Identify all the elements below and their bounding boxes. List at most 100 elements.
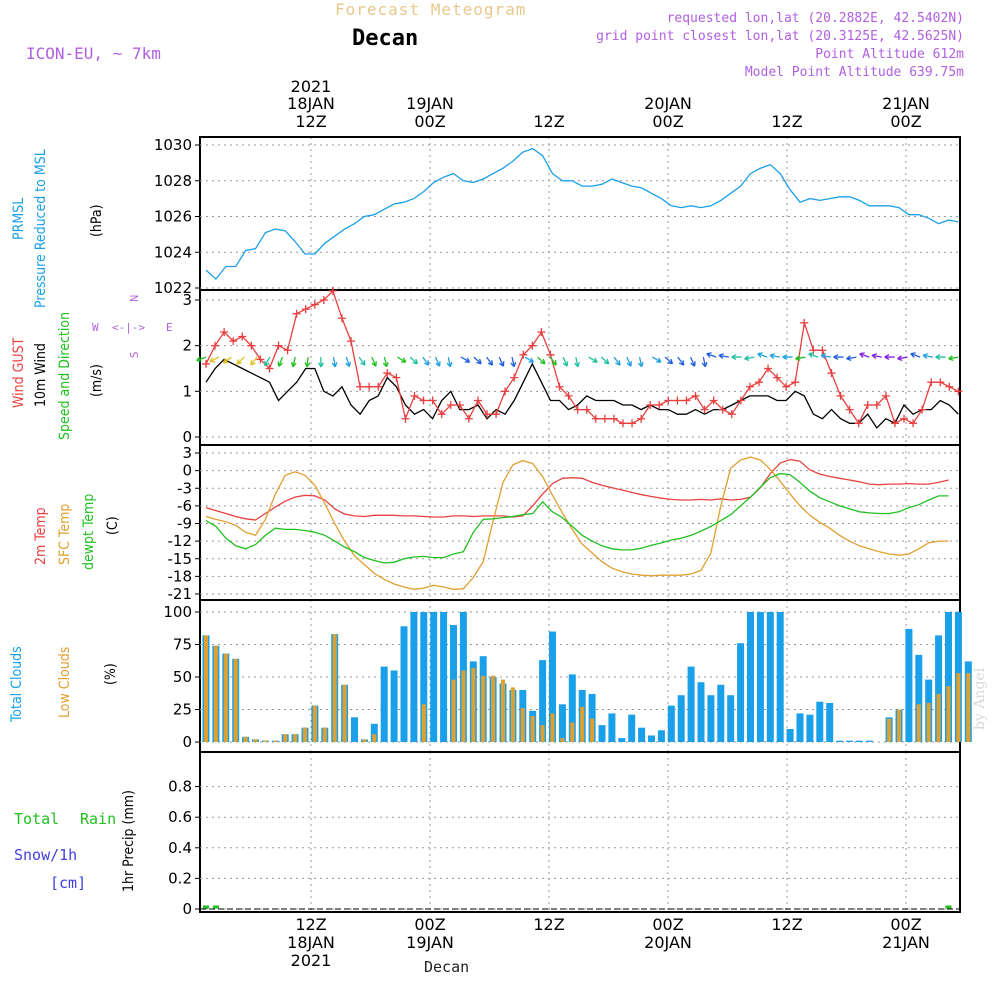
gust-marker xyxy=(319,296,328,304)
top-axis-hour: 12Z xyxy=(533,112,564,131)
gust-marker xyxy=(854,419,863,428)
wind-direction-arrow xyxy=(706,352,717,358)
gust-marker xyxy=(464,414,473,423)
total-cloud-bar xyxy=(568,674,576,742)
low-cloud-bar xyxy=(560,738,565,742)
low-cloud-bar xyxy=(491,675,496,742)
gust-marker xyxy=(609,414,618,423)
gust-marker xyxy=(628,419,637,428)
total-cloud-bar xyxy=(539,660,547,742)
low-cloud-bar xyxy=(372,734,377,742)
top-axis-date: 19JAN xyxy=(406,94,454,113)
gust-marker xyxy=(446,401,455,410)
wind-direction-arrow xyxy=(396,356,407,363)
total-cloud-bar xyxy=(677,695,685,742)
gust-marker xyxy=(727,410,736,419)
pressure-line xyxy=(205,147,959,281)
total-cloud-bar xyxy=(915,654,923,742)
y-tick-label: 3 xyxy=(182,444,192,462)
gust-marker xyxy=(691,391,700,400)
wind-direction-arrow xyxy=(626,356,632,367)
top-axis-date: 21JAN xyxy=(882,94,930,113)
total-cloud-bar xyxy=(747,612,754,742)
gust-marker xyxy=(238,332,247,341)
rain-bar xyxy=(203,905,209,909)
y-tick-label: 25 xyxy=(173,701,192,719)
wind-direction-arrow xyxy=(600,356,610,365)
y-tick-label: -6 xyxy=(177,497,192,515)
low-cloud-bar xyxy=(213,645,218,742)
low-cloud-bar xyxy=(273,740,278,742)
gust-marker xyxy=(301,305,310,314)
wind-direction-arrow xyxy=(897,355,908,362)
low-cloud-bar xyxy=(342,684,347,742)
low-cloud-bar xyxy=(233,658,238,742)
top-axis-hour: 00Z xyxy=(652,112,683,131)
compass-arrow: <-|-> xyxy=(112,321,146,334)
y-tick-label: 1024 xyxy=(154,243,192,261)
wind-direction-arrow xyxy=(562,356,569,367)
wind-direction-arrow xyxy=(846,355,857,362)
gust-marker xyxy=(827,369,836,378)
snow-label: Snow/1h xyxy=(14,846,78,864)
gust-marker xyxy=(328,286,337,295)
total-cloud-bar xyxy=(598,725,606,742)
bottom-axis-date: 18JAN xyxy=(287,933,335,952)
wind-direction-arrow xyxy=(290,356,297,368)
total-cloud-bar xyxy=(855,740,863,742)
gust-marker xyxy=(718,405,727,414)
gust-marker xyxy=(646,401,655,410)
gust-marker xyxy=(709,396,718,405)
gust-marker xyxy=(374,382,383,391)
snow-unit-label: [cm] xyxy=(50,874,87,892)
low-cloud-bar xyxy=(570,722,575,742)
panel-frame xyxy=(199,136,961,291)
y-tick-label: -12 xyxy=(168,532,193,550)
t2m-line xyxy=(205,458,949,521)
wind-direction-arrow xyxy=(434,356,441,367)
total-label: Total xyxy=(14,810,60,828)
rain-bar xyxy=(945,905,952,909)
y-tick-label: 0 xyxy=(182,733,192,751)
wind-direction-arrow xyxy=(677,356,685,366)
total-cloud-bar xyxy=(420,612,428,742)
point-altitude: Point Altitude 612m xyxy=(815,47,964,62)
gust-marker xyxy=(773,373,782,382)
total-cloud-bar xyxy=(440,612,448,742)
wind-direction-arrow xyxy=(236,356,245,365)
wind-direction-arrow xyxy=(744,355,755,362)
y-tick-label: 1022 xyxy=(154,279,192,297)
y-tick-label: -15 xyxy=(168,550,193,568)
wind-direction-arrow xyxy=(922,353,934,359)
gust-marker xyxy=(537,327,546,336)
gust-marker xyxy=(229,337,238,346)
gust-marker xyxy=(618,419,627,428)
gust-marker xyxy=(220,327,229,336)
total-cloud-bar xyxy=(687,666,695,742)
wind-direction-arrow xyxy=(935,354,946,361)
gust-marker xyxy=(519,350,528,359)
compass-east: E xyxy=(166,321,173,334)
total-cloud-bar xyxy=(380,666,388,742)
gust-marker xyxy=(510,373,519,382)
total-cloud-bar xyxy=(836,740,844,742)
total-cloud-bar xyxy=(826,703,834,742)
compass-west: W xyxy=(92,321,99,334)
wind-direction-arrow xyxy=(757,352,768,358)
gust-marker xyxy=(881,391,890,400)
gust-marker xyxy=(673,396,682,405)
total-cloud-bar xyxy=(400,626,408,742)
gust-marker xyxy=(655,401,664,410)
location-title: Decan xyxy=(352,26,419,51)
total-cloud-bar xyxy=(727,695,735,742)
gust-marker xyxy=(310,300,319,309)
wind-direction-arrow xyxy=(382,356,389,368)
bottom-axis-date: 19JAN xyxy=(406,933,454,952)
gust-marker xyxy=(890,419,899,428)
wind-direction-arrow xyxy=(422,356,430,366)
y-tick-label: 1028 xyxy=(154,172,192,190)
model-label: ICON-EU, ~ 7km xyxy=(26,44,161,63)
gust-marker xyxy=(682,396,691,405)
gust-marker xyxy=(483,410,492,419)
low-cloud-bar xyxy=(946,686,951,742)
